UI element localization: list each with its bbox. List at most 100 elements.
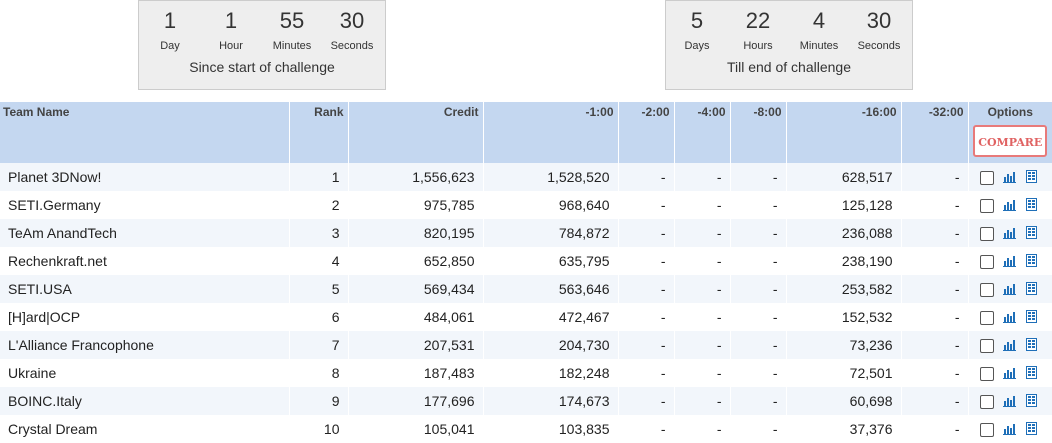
header-rank[interactable]: Rank: [289, 102, 349, 163]
compare-checkbox[interactable]: [979, 394, 994, 409]
cell-options: [968, 275, 1052, 303]
bar-chart-icon[interactable]: [1002, 170, 1016, 186]
cell-minus-4h: -: [674, 331, 731, 359]
cell-team-name[interactable]: Planet 3DNow!: [0, 163, 290, 191]
bar-chart-icon[interactable]: [1002, 366, 1016, 382]
compare-button[interactable]: COMPARE: [973, 125, 1048, 157]
cell-minus-1h: 784,872: [483, 219, 619, 247]
header-options: Options COMPARE: [968, 102, 1052, 163]
compare-checkbox[interactable]: [979, 282, 994, 297]
compare-checkbox[interactable]: [979, 310, 994, 325]
table-row: L'Alliance Francophone 7 207,531 204,730- - -…: [0, 331, 1052, 359]
since-start-timer: 1 Day 1 Hour 55 Minutes 30 Seconds Since…: [138, 0, 386, 90]
cell-minus-2h: -: [618, 303, 675, 331]
header-minus-8h[interactable]: -8:00: [730, 102, 787, 163]
bar-chart-icon[interactable]: [1002, 226, 1016, 242]
cell-minus-32h: -: [901, 303, 969, 331]
cell-minus-32h: -: [901, 191, 969, 219]
bar-chart-icon[interactable]: [1002, 198, 1016, 214]
timer-label: Days: [684, 40, 710, 52]
cell-options: [968, 331, 1052, 359]
cell-options: [968, 415, 1052, 443]
table-detail-icon[interactable]: [1025, 197, 1037, 214]
cell-minus-32h: -: [901, 359, 969, 387]
cell-minus-1h: 472,467: [483, 303, 619, 331]
bar-chart-icon[interactable]: [1002, 394, 1016, 410]
table-detail-icon[interactable]: [1025, 253, 1037, 270]
cell-minus-8h: -: [730, 163, 787, 191]
cell-options: [968, 191, 1052, 219]
table-detail-icon[interactable]: [1025, 169, 1037, 186]
bar-chart-icon[interactable]: [1002, 282, 1016, 298]
cell-options: [968, 219, 1052, 247]
cell-team-name[interactable]: Ukraine: [0, 359, 290, 387]
cell-team-name[interactable]: [H]ard|OCP: [0, 303, 290, 331]
cell-team-name[interactable]: SETI.USA: [0, 275, 290, 303]
cell-rank: 2: [289, 191, 349, 219]
header-minus-16h[interactable]: -16:00: [786, 102, 902, 163]
cell-credit: 177,696: [348, 387, 484, 415]
cell-minus-32h: -: [901, 275, 969, 303]
cell-options: [968, 387, 1052, 415]
cell-minus-4h: -: [674, 303, 731, 331]
timer-hour-unit: 1 Hour: [200, 1, 262, 53]
table-row: Rechenkraft.net 4 652,850 635,795- - -238,190…: [0, 247, 1052, 275]
cell-minus-1h: 174,673: [483, 387, 619, 415]
cell-minus-8h: -: [730, 387, 787, 415]
table-detail-icon[interactable]: [1025, 365, 1037, 382]
cell-minus-4h: -: [674, 191, 731, 219]
compare-checkbox[interactable]: [979, 338, 994, 353]
cell-minus-2h: -: [618, 163, 675, 191]
table-detail-icon[interactable]: [1025, 225, 1037, 242]
cell-team-name[interactable]: TeAm AnandTech: [0, 219, 290, 247]
compare-checkbox[interactable]: [979, 226, 994, 241]
compare-checkbox[interactable]: [979, 198, 994, 213]
cell-minus-4h: -: [674, 359, 731, 387]
header-minus-2h[interactable]: -2:00: [618, 102, 675, 163]
cell-team-name[interactable]: SETI.Germany: [0, 191, 290, 219]
cell-minus-4h: -: [674, 387, 731, 415]
cell-minus-16h: 125,128: [786, 191, 902, 219]
cell-rank: 9: [289, 387, 349, 415]
compare-checkbox[interactable]: [979, 422, 994, 437]
cell-minus-1h: 563,646: [483, 275, 619, 303]
table-detail-icon[interactable]: [1025, 309, 1037, 326]
table-detail-icon[interactable]: [1025, 393, 1037, 410]
timer-label: Minutes: [272, 40, 312, 52]
timer-value: 5: [690, 8, 704, 33]
bar-chart-icon[interactable]: [1002, 254, 1016, 270]
cell-team-name[interactable]: Rechenkraft.net: [0, 247, 290, 275]
cell-minus-32h: -: [901, 415, 969, 443]
bar-chart-icon[interactable]: [1002, 338, 1016, 354]
timer-hours-unit: 22 Hours: [727, 1, 789, 53]
cell-minus-1h: 204,730: [483, 331, 619, 359]
cell-minus-1h: 968,640: [483, 191, 619, 219]
cell-options: [968, 359, 1052, 387]
compare-checkbox[interactable]: [979, 170, 994, 185]
compare-checkbox[interactable]: [979, 366, 994, 381]
timer-seconds-unit: 30 Seconds: [321, 1, 383, 53]
bar-chart-icon[interactable]: [1002, 422, 1016, 438]
compare-checkbox[interactable]: [979, 254, 994, 269]
table-detail-icon[interactable]: [1025, 421, 1037, 438]
cell-minus-4h: -: [674, 163, 731, 191]
header-credit[interactable]: Credit: [348, 102, 484, 163]
till-end-timer: 5 Days 22 Hours 4 Minutes 30 Seconds Til…: [665, 0, 913, 90]
header-minus-4h[interactable]: -4:00: [674, 102, 731, 163]
timer-days-unit: 5 Days: [666, 1, 728, 53]
options-label: Options: [987, 105, 1033, 119]
table-row: Ukraine 8 187,483 182,248- - -72,501-: [0, 359, 1052, 387]
cell-team-name[interactable]: BOINC.Italy: [0, 387, 290, 415]
header-minus-32h[interactable]: -32:00: [901, 102, 969, 163]
table-row: Planet 3DNow! 1 1,556,623 1,528,520- - -628,5…: [0, 163, 1052, 191]
bar-chart-icon[interactable]: [1002, 310, 1016, 326]
table-row: [H]ard|OCP 6 484,061 472,467- - -152,532-: [0, 303, 1052, 331]
header-minus-1h[interactable]: -1:00: [483, 102, 619, 163]
cell-team-name[interactable]: Crystal Dream: [0, 415, 290, 443]
table-detail-icon[interactable]: [1025, 281, 1037, 298]
cell-team-name[interactable]: L'Alliance Francophone: [0, 331, 290, 359]
table-header-row: Team Name Rank Credit -1:00 -2:00 -4:00 …: [0, 102, 1052, 163]
cell-options: [968, 303, 1052, 331]
table-detail-icon[interactable]: [1025, 337, 1037, 354]
header-team-name[interactable]: Team Name: [0, 102, 290, 163]
